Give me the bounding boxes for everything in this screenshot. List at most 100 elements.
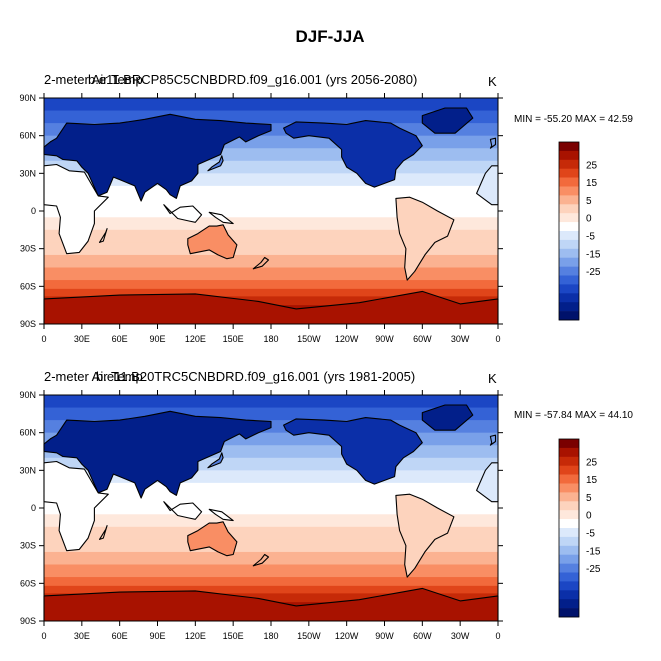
coastline-indonesia [163, 204, 203, 223]
colorbar-swatch [559, 195, 579, 205]
colorbar-swatch [559, 563, 579, 573]
panel-min-max: MIN = -57.84 MAX = 44.10 [514, 410, 633, 421]
temperature-band [44, 539, 498, 553]
x-tick-label: 120E [185, 631, 206, 641]
map-panel-future: 2-meter Air Temp b.e11.BRCP85C5CNBDRD.f0… [19, 72, 633, 344]
colorbar-swatch [559, 266, 579, 276]
coastline-japan [207, 155, 224, 172]
colorbar-swatch [559, 257, 579, 267]
coastline-southAmerica [395, 196, 455, 281]
x-tick-label: 30W [451, 334, 470, 344]
panel-units: K [488, 74, 497, 89]
panel-title-case: b.e11.BRCP85C5CNBDRD.f09_g16.001 (yrs 20… [88, 72, 417, 87]
colorbar-swatch [559, 150, 579, 161]
coastline-newZealand [252, 553, 270, 567]
colorbar-label: -25 [586, 564, 601, 575]
x-tick-label: 60W [413, 631, 432, 641]
y-tick-label: 60S [20, 578, 36, 588]
temperature-band [44, 577, 498, 587]
map-panel-historical: 2-meter Air Temp b.e11.B20TRC5CNBDRD.f09… [19, 369, 633, 641]
coastline-eurasia [43, 410, 272, 499]
panel-title-case: b.e11.B20TRC5CNBDRD.f09_g16.001 (yrs 198… [96, 369, 415, 384]
colorbar-swatch [559, 275, 579, 285]
coastline-indonesia [163, 501, 203, 520]
colorbar-label: 0 [586, 511, 592, 522]
temperature-band [44, 217, 498, 231]
y-tick-label: 60N [19, 428, 36, 438]
coastline-greenland [421, 107, 474, 134]
x-tick-label: 120W [335, 631, 359, 641]
colorbar-swatch [559, 510, 579, 520]
colorbar-swatch [559, 599, 579, 609]
temperature-band [44, 514, 498, 528]
x-tick-label: 30E [74, 334, 90, 344]
panel-min-max: MIN = -55.20 MAX = 42.59 [514, 114, 633, 125]
temperature-band [44, 267, 498, 281]
colorbar-label: -5 [586, 528, 595, 539]
colorbar-label: 0 [586, 214, 592, 225]
x-tick-label: 180 [263, 334, 278, 344]
x-tick-label: 90E [149, 631, 165, 641]
colorbar-swatch [559, 186, 579, 196]
y-tick-label: 90S [20, 616, 36, 626]
colorbar-swatch [559, 177, 579, 187]
colorbar-swatch [559, 590, 579, 600]
colorbar-swatch [559, 581, 579, 591]
temperature-band [44, 551, 498, 565]
x-tick-label: 30E [74, 631, 90, 641]
colorbar-swatch [559, 142, 579, 152]
panel-title-variable: 2-meter Air Temp [44, 369, 143, 384]
x-tick-label: 180 [263, 631, 278, 641]
coastline-uk [489, 434, 497, 446]
x-tick-label: 30W [451, 631, 470, 641]
temperature-map: 0 30E 60E 90E 120E 150E 180 150W 120W 90W 60W 30W 09… [19, 390, 503, 641]
colorbar-swatch [559, 501, 579, 511]
colorbar: 25 15 5 0 -5 -15 -25 [558, 438, 601, 618]
temperature-band [44, 593, 498, 603]
temperature-band [44, 564, 498, 578]
x-tick-label: 0 [41, 334, 46, 344]
colorbar-label: -15 [586, 249, 601, 260]
y-tick-label: 60N [19, 131, 36, 141]
x-tick-label: 150W [297, 334, 321, 344]
coastline-northAmerica [283, 120, 423, 188]
figure-title: DJF-JJA [296, 27, 365, 46]
coastline-australia [187, 224, 238, 260]
colorbar-frame [558, 438, 580, 618]
y-tick-label: 0 [31, 503, 36, 513]
x-tick-label: 60E [112, 631, 128, 641]
y-tick-label: 30S [20, 244, 36, 254]
temperature-band [44, 98, 498, 112]
colorbar-swatch [559, 222, 579, 232]
temperature-band [44, 185, 498, 199]
coastline-australia [187, 521, 238, 557]
coastline-eurasia [43, 113, 272, 202]
colorbar-swatch [559, 159, 579, 169]
colorbar-swatch [559, 528, 579, 538]
x-tick-label: 0 [495, 631, 500, 641]
x-tick-label: 0 [41, 631, 46, 641]
colorbar-swatch [559, 168, 579, 178]
x-tick-label: 0 [495, 334, 500, 344]
colorbar-swatch [559, 231, 579, 241]
temperature-band [44, 280, 498, 290]
colorbar-swatch [559, 483, 579, 493]
y-tick-label: 90S [20, 319, 36, 329]
panel-title-variable: 2-meter Air Temp [44, 72, 143, 87]
y-tick-label: 0 [31, 206, 36, 216]
temperature-band [44, 395, 498, 409]
coastline-newGuinea [208, 508, 234, 522]
colorbar: 25 15 5 0 -5 -15 -25 [558, 141, 601, 321]
colorbar-swatch [559, 474, 579, 484]
coastline-newZealand [252, 256, 270, 270]
colorbar-swatch [559, 456, 579, 466]
colorbar-swatch [559, 239, 579, 250]
colorbar-swatch [559, 311, 579, 321]
colorbar-label: 5 [586, 493, 592, 504]
coastline-greenland [421, 404, 474, 431]
colorbar-swatch [559, 302, 579, 312]
x-tick-label: 150E [223, 334, 244, 344]
colorbar-label: -25 [586, 267, 601, 278]
coastline-newGuinea [208, 211, 234, 225]
